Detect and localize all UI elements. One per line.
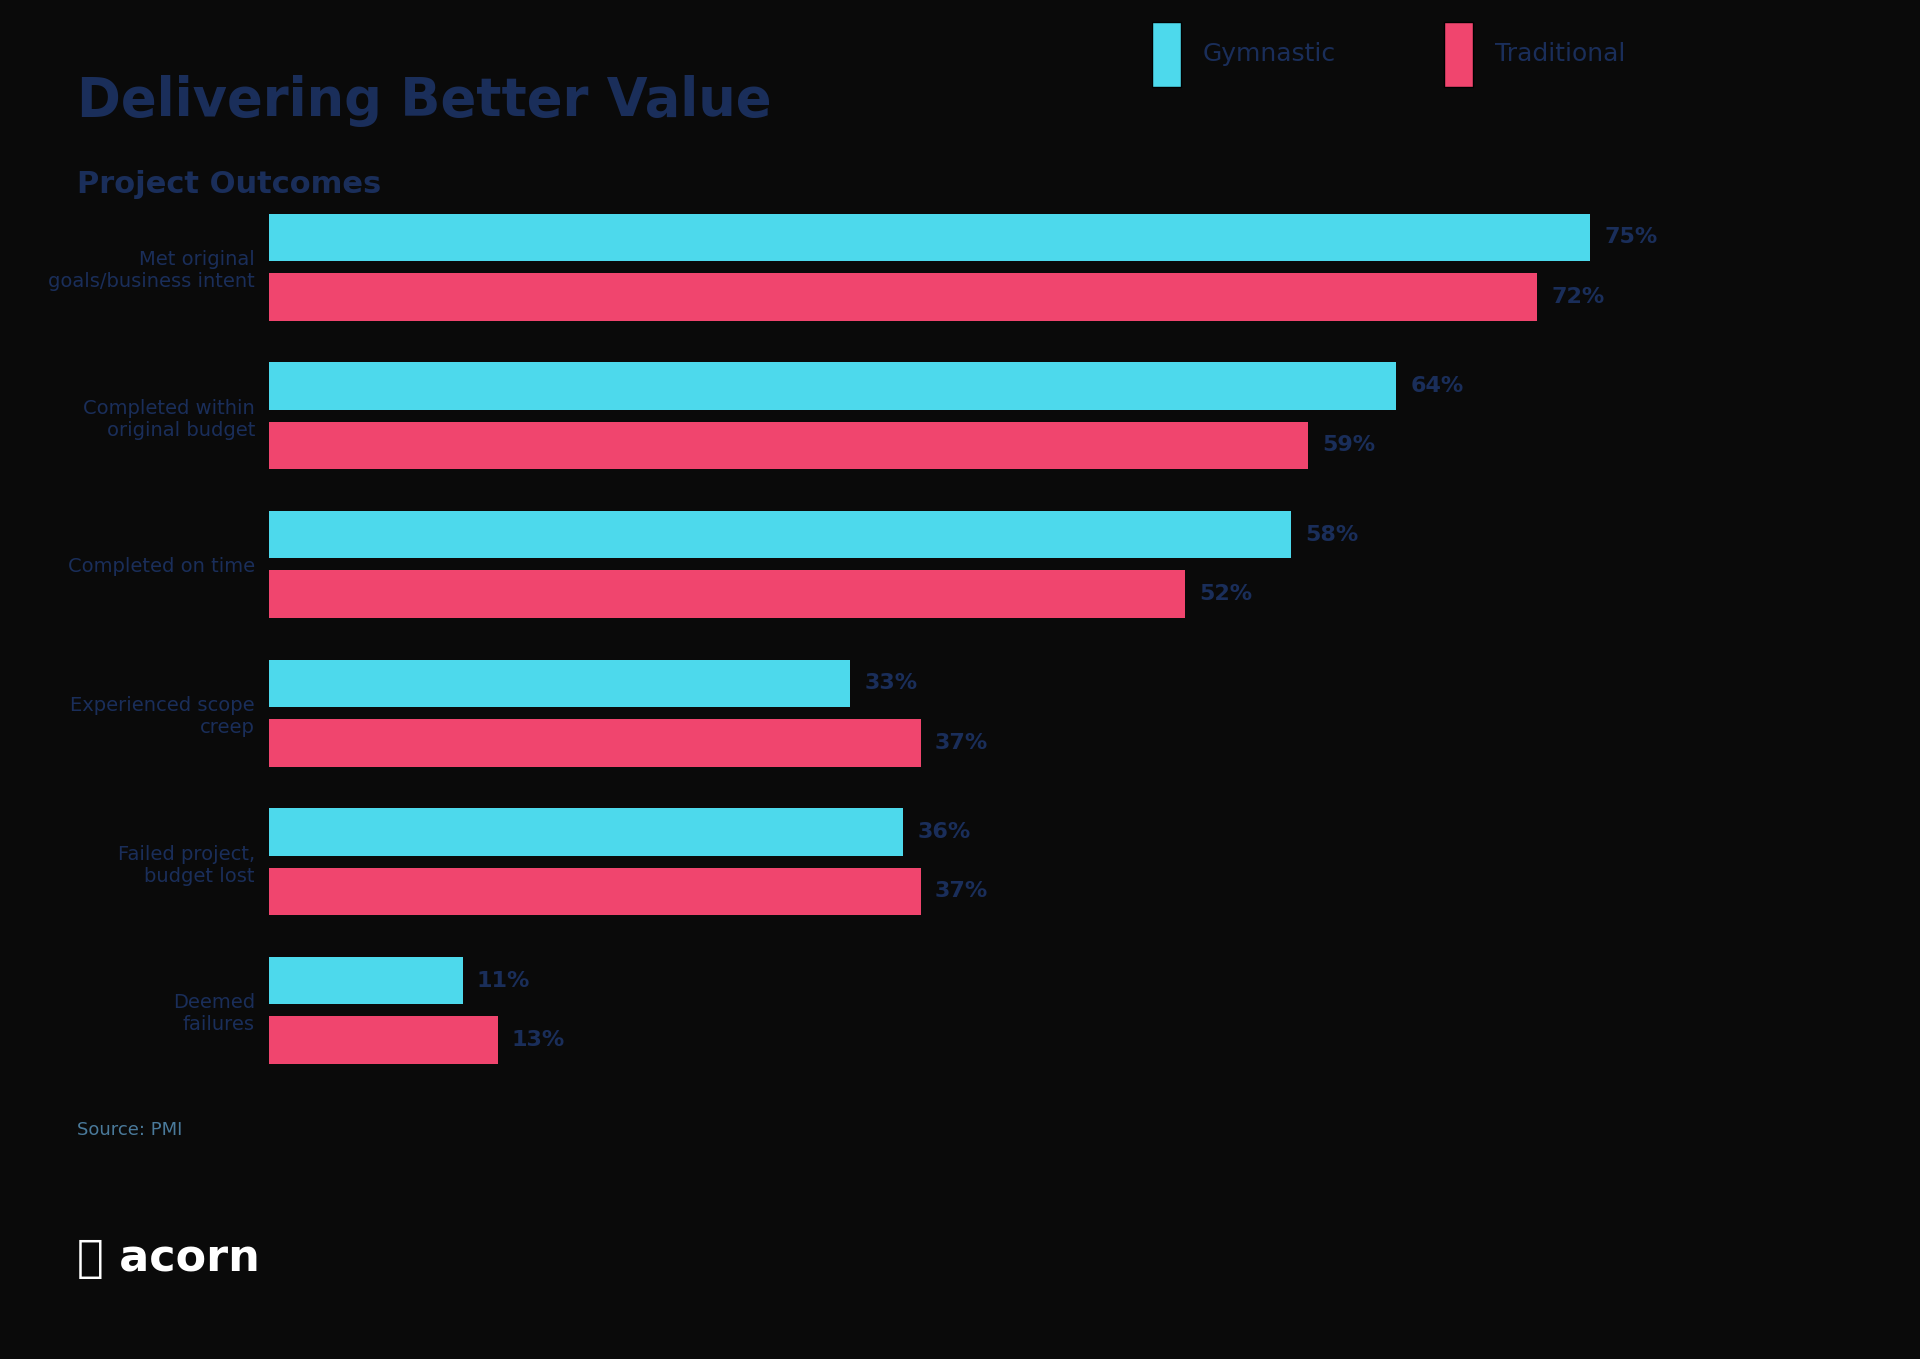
Bar (269, 809, 902, 856)
Text: 52%: 52% (1200, 584, 1252, 605)
Text: 11%: 11% (476, 970, 530, 991)
Text: Traditional: Traditional (1496, 42, 1626, 67)
Bar (269, 957, 463, 1004)
Bar (269, 719, 922, 766)
Bar (269, 571, 1185, 618)
Bar (269, 1017, 497, 1064)
Text: 🌰 acorn: 🌰 acorn (77, 1237, 259, 1280)
Text: 58%: 58% (1306, 525, 1357, 545)
Text: Delivering Better Value: Delivering Better Value (77, 75, 772, 126)
Text: 59%: 59% (1323, 435, 1375, 455)
Bar (269, 363, 1396, 410)
Text: 64%: 64% (1411, 376, 1463, 395)
Text: 72%: 72% (1551, 287, 1605, 307)
Text: Source: PMI: Source: PMI (77, 1121, 182, 1139)
Text: 37%: 37% (935, 882, 989, 901)
Bar (269, 213, 1590, 261)
FancyBboxPatch shape (1152, 22, 1181, 87)
Text: 33%: 33% (864, 673, 918, 693)
Bar (269, 273, 1538, 321)
Text: 75%: 75% (1605, 227, 1657, 247)
Text: 13%: 13% (513, 1030, 564, 1051)
Text: 36%: 36% (918, 822, 970, 843)
Text: Project Outcomes: Project Outcomes (77, 170, 380, 198)
Bar (269, 511, 1290, 559)
Bar (269, 867, 922, 915)
FancyBboxPatch shape (1444, 22, 1473, 87)
Bar (269, 659, 851, 707)
Text: Gymnastic: Gymnastic (1204, 42, 1336, 67)
Bar (269, 421, 1308, 469)
Text: 37%: 37% (935, 733, 989, 753)
